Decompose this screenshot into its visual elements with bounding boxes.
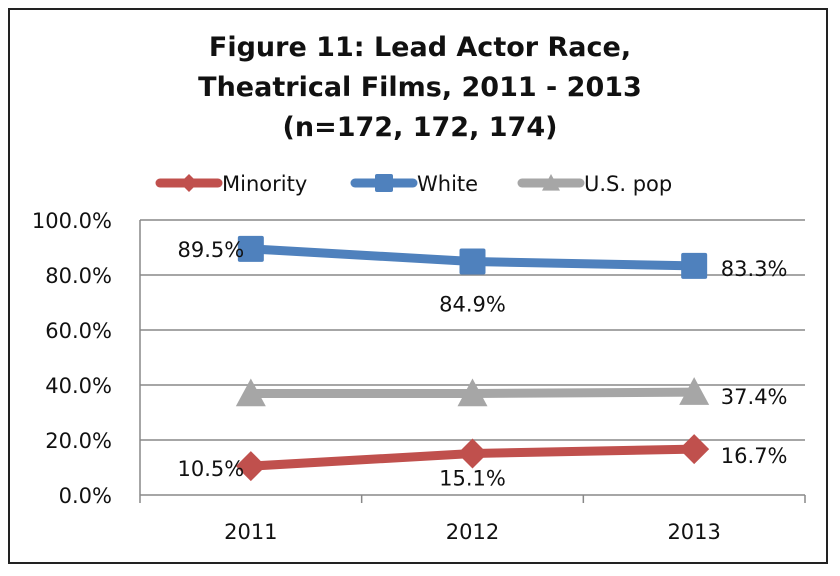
data-point-white <box>237 235 264 262</box>
y-tick-label: 100.0% <box>32 209 112 233</box>
data-label-white: 84.9% <box>439 293 506 317</box>
legend-marker-white <box>375 174 393 192</box>
chart-title-line-1: Figure 11: Lead Actor Race, <box>208 32 632 63</box>
data-point-white <box>681 252 708 279</box>
legend-marker-u-s-pop <box>542 174 560 191</box>
y-tick-label: 0.0% <box>59 484 112 508</box>
data-label-minority: 16.7% <box>721 444 788 468</box>
data-label-white: 89.5% <box>177 238 244 262</box>
chart-frame <box>8 8 828 564</box>
y-tick-label: 40.0% <box>45 374 112 398</box>
data-point-u-s-pop <box>457 378 488 407</box>
legend-label-minority: Minority <box>222 172 307 196</box>
y-tick-label: 20.0% <box>45 429 112 453</box>
legend-marker-minority <box>180 174 198 192</box>
legend-label-u-s-pop: U.S. pop <box>584 172 672 196</box>
chart-title-line-3: (n=172, 172, 174) <box>282 112 558 143</box>
x-tick-label: 2013 <box>667 520 720 544</box>
y-tick-label: 80.0% <box>45 264 112 288</box>
x-tick-label: 2012 <box>446 520 499 544</box>
data-point-minority <box>457 438 488 469</box>
data-point-u-s-pop <box>235 378 266 407</box>
data-label-minority: 10.5% <box>177 457 244 481</box>
data-point-u-s-pop <box>679 377 710 405</box>
x-tick-label: 2011 <box>224 520 277 544</box>
data-point-minority <box>679 434 710 465</box>
legend-label-white: White <box>417 172 478 196</box>
data-label-minority: 15.1% <box>439 466 506 490</box>
data-label-u-s-pop: 37.4% <box>721 385 788 409</box>
chart-title-line-2: Theatrical Films, 2011 - 2013 <box>198 72 642 103</box>
data-point-white <box>459 248 486 275</box>
data-label-white: 83.3% <box>721 257 788 281</box>
y-tick-label: 60.0% <box>45 319 112 343</box>
data-point-minority <box>235 451 266 482</box>
